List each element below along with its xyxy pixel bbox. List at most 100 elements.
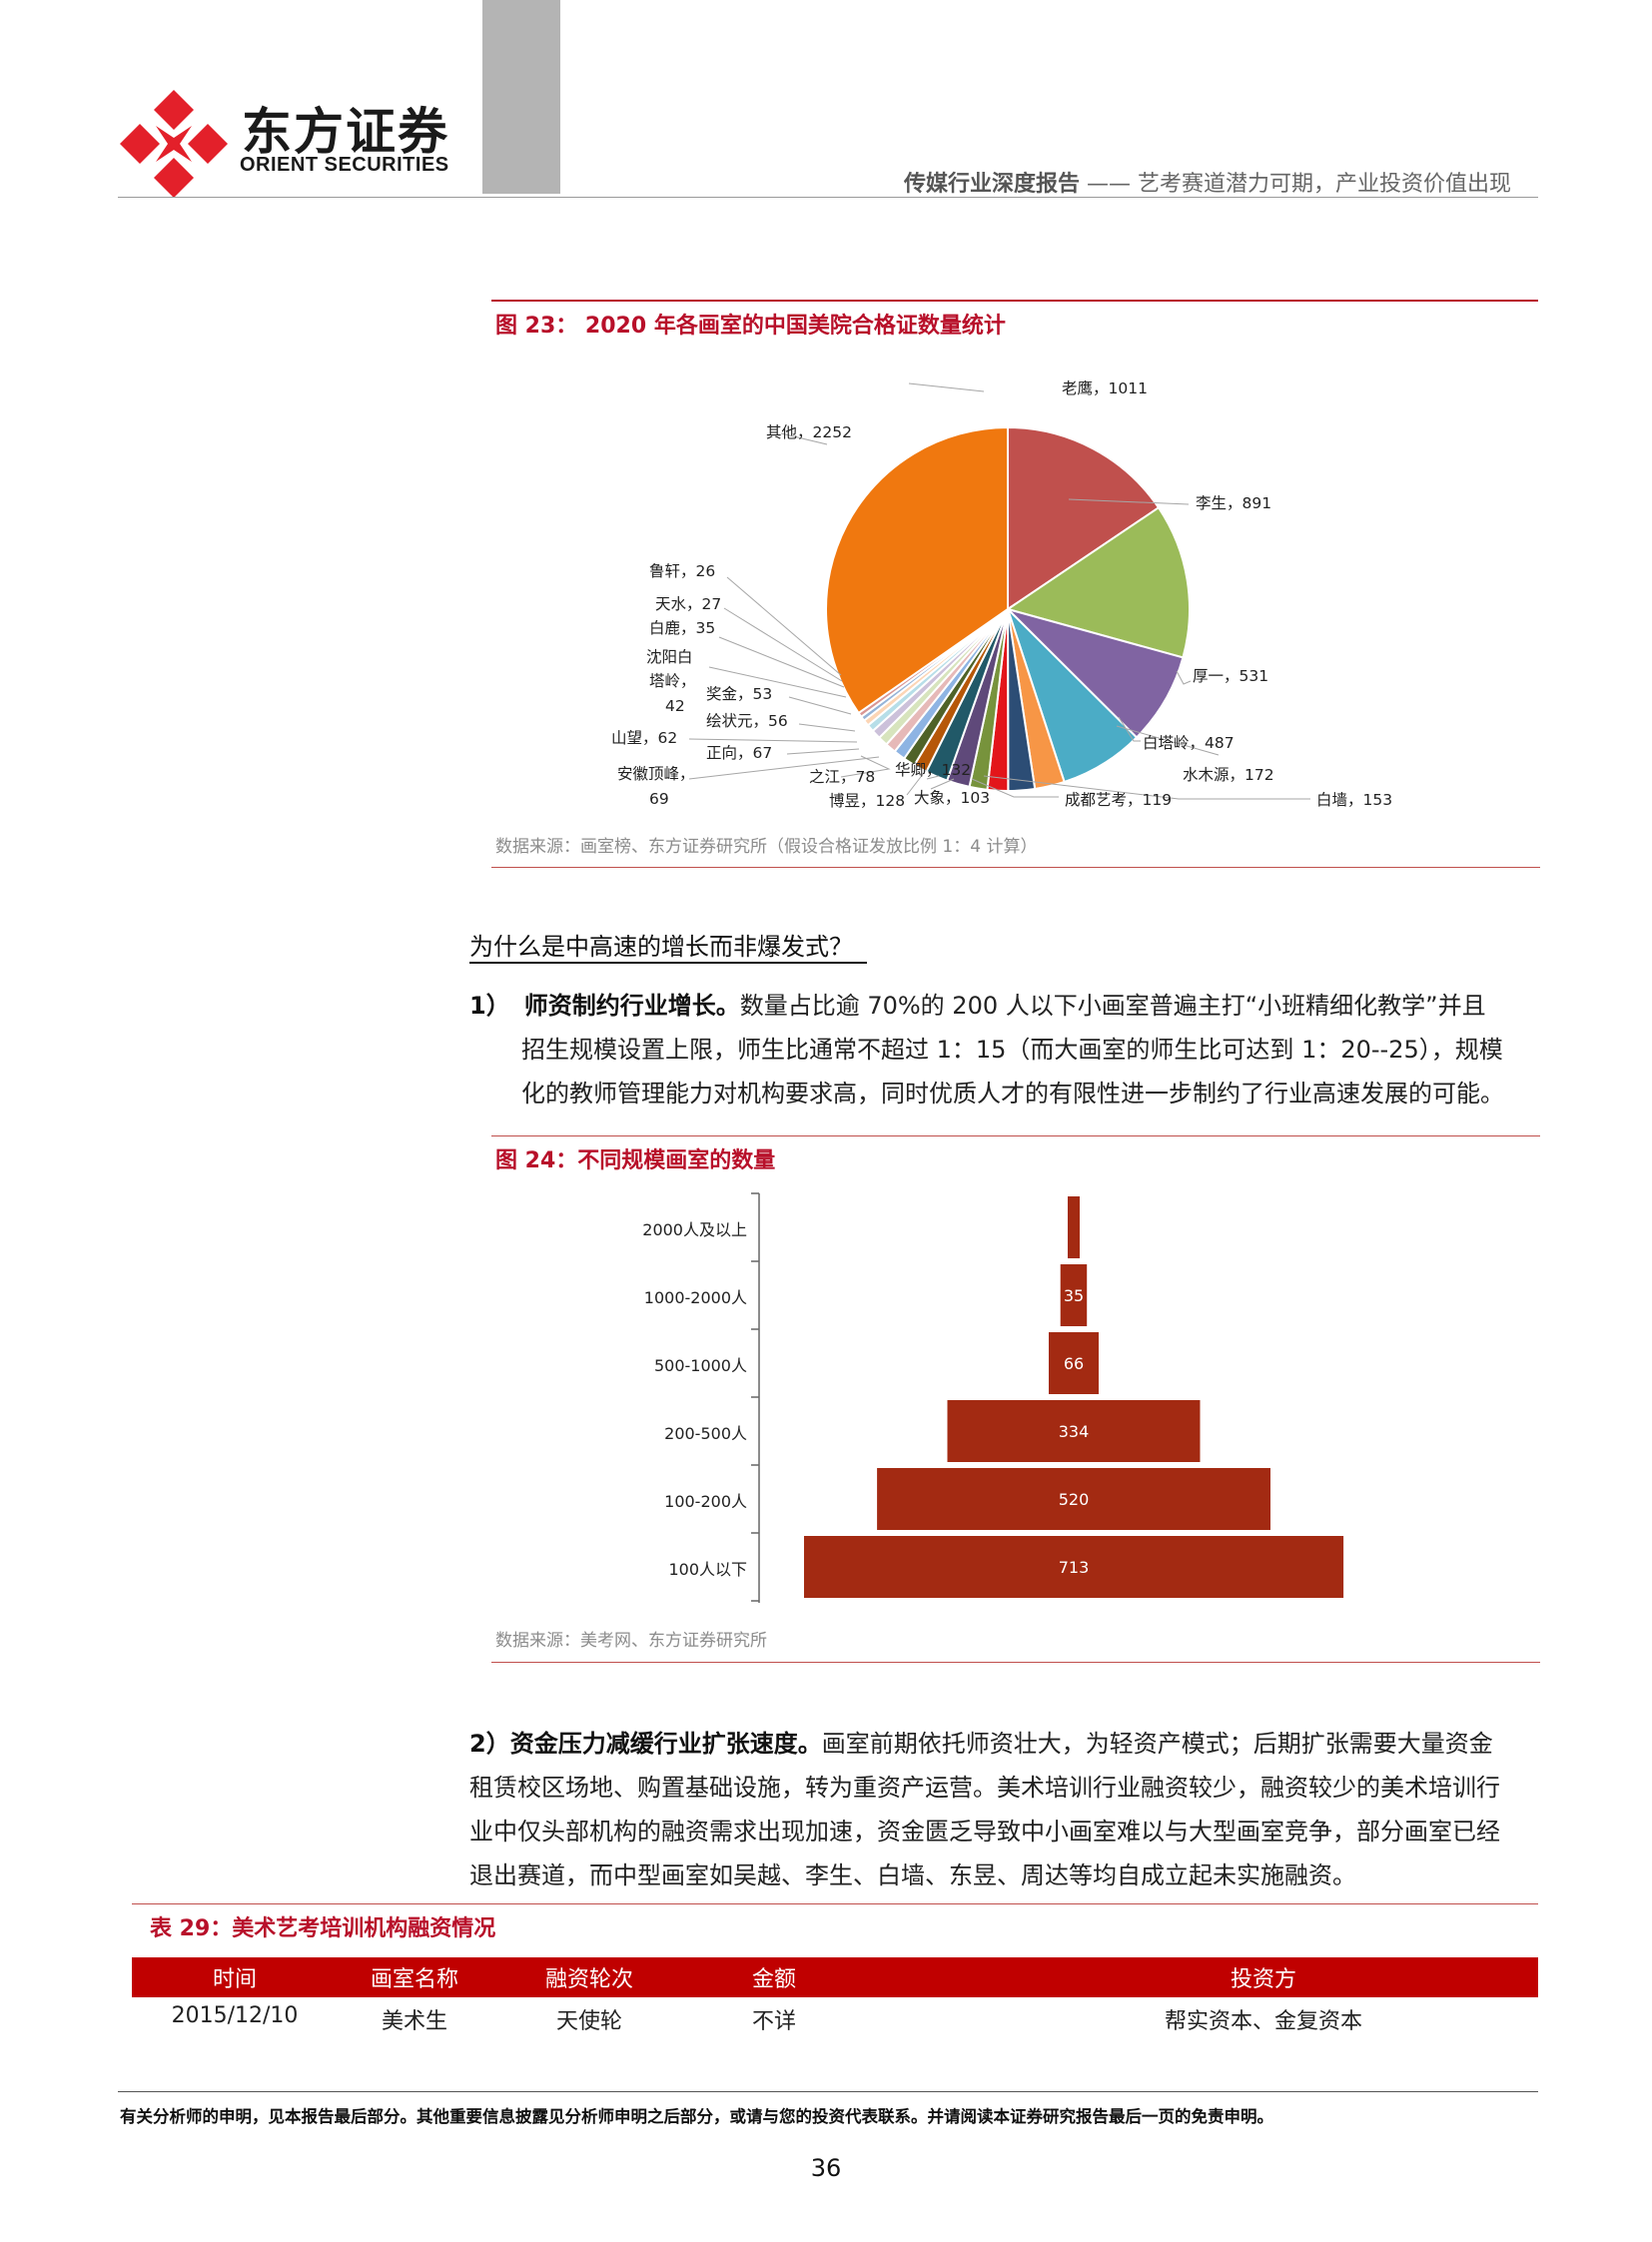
- pie-label-zhengxiang: 正向，67: [706, 744, 773, 762]
- leader-line-qita: [780, 432, 828, 445]
- pie-label-chengdu: 成都艺考，119: [1065, 791, 1173, 809]
- point1-lead: 师资制约行业增长。: [523, 992, 740, 1020]
- funnel-value-label-4: 520: [1059, 1490, 1090, 1509]
- footer-disclaimer: 有关分析师的申明，见本报告最后部分。其他重要信息披露见分析师申明之后部分，或请与…: [120, 2107, 1273, 2126]
- funnel-value-label-3: 334: [1059, 1422, 1090, 1441]
- pie-label-anhui-line2: 69: [649, 790, 669, 808]
- figure24-bottom-rule: [491, 1662, 1540, 1663]
- pie-slice-1: [1005, 505, 1191, 659]
- table29-top-rule: [132, 1903, 1538, 1904]
- figure23-top-rule: [491, 300, 1538, 302]
- point1-text-line1: 数量占比逾 70%的 200 人以下小画室普遍主打“小班精细化教学”并且: [739, 992, 1486, 1020]
- funnel-bar-1: [1060, 1264, 1088, 1326]
- table29-row1-time: 2015/12/10: [171, 2003, 299, 2028]
- funnel-bar-4: [877, 1468, 1270, 1530]
- report-type: 传媒行业深度报告: [904, 172, 1081, 197]
- figure24-top-rule: [491, 1135, 1540, 1136]
- leader-line-anhui: [688, 756, 880, 780]
- pie-label-bailu: 白鹿，35: [649, 619, 716, 637]
- question-heading: 为什么是中高速的增长而非爆发式？: [469, 933, 853, 961]
- leader-line-lisheng: [1068, 498, 1190, 505]
- leader-line-zhengxiang: [786, 748, 860, 755]
- table29-title: 表 29：美术艺考培训机构融资情况: [150, 1916, 496, 1941]
- table29-col-round: 融资轮次: [544, 1967, 633, 1992]
- leader-line-bailu: [718, 636, 845, 688]
- table29-col-time: 时间: [212, 1967, 257, 1992]
- funnel-value-label-2: 66: [1064, 1354, 1084, 1373]
- logo-english-name: ORIENT SECURITIES: [240, 154, 449, 176]
- pie-label-laoying: 老鹰，1011: [1062, 379, 1148, 397]
- funnel-category-label-3: 200-500人: [664, 1424, 747, 1443]
- figure24-title: 图 24：不同规模画室的数量: [495, 1148, 776, 1173]
- point2-lead: 2）资金压力减缓行业扩张速度。: [469, 1730, 822, 1758]
- pie-label-baitaling: 白塔岭，487: [1143, 734, 1235, 752]
- header-divider: [118, 197, 1538, 198]
- pie-label-shenyang-line2: 塔岭，: [649, 672, 696, 690]
- footer-divider: [118, 2091, 1538, 2092]
- leader-line-zhijiang: [840, 755, 891, 778]
- report-subtitle: 艺考赛道潜力可期，产业投资价值出现: [1138, 172, 1512, 197]
- figure24-source: 数据来源：美考网、东方证券研究所: [495, 1631, 767, 1651]
- figure23-title: 图 23： 2020 年各画室的中国美院合格证数量统计: [495, 314, 1006, 339]
- funnel-bar-2: [1049, 1332, 1099, 1394]
- leader-line-shenyang: [708, 666, 847, 698]
- table29-row1-studio: 美术生: [381, 2009, 447, 2034]
- question-underline: [469, 962, 867, 964]
- pie-label-shuimuyuan: 水木源，172: [1183, 766, 1274, 784]
- pie-slice-20: [825, 425, 1009, 715]
- leader-line-laoying: [908, 382, 985, 392]
- pie-slice-0: [1007, 425, 1161, 611]
- funnel-bar-5: [804, 1536, 1344, 1598]
- pie-label-anhui-line1: 安徽顶峰，: [617, 765, 695, 783]
- header-gray-band: [482, 0, 560, 194]
- pie-label-shenyang-line1: 沈阳白: [646, 648, 693, 666]
- pie-slice-2: [1004, 607, 1185, 739]
- point2-text-line1: 画室前期依托师资壮大，为轻资产模式；后期扩张需要大量资金: [821, 1730, 1493, 1758]
- leader-line-baitaling: [1118, 716, 1141, 742]
- point1-line2: 招生规模设置上限，师生比通常不超过 1：15（而大画室的师生比可达到 1：20-…: [521, 1036, 1503, 1064]
- point2-line1: 2）资金压力减缓行业扩张速度。画室前期依托师资壮大，为轻资产模式；后期扩张需要大…: [469, 1722, 1493, 1766]
- table29-row1-round: 天使轮: [555, 2009, 622, 2034]
- pie-label-houyi: 厚一，531: [1193, 667, 1269, 685]
- leader-line-jiangjin: [788, 696, 852, 715]
- figure23-pie-chart: [688, 382, 1310, 800]
- orient-securities-logo-icon: [120, 90, 228, 198]
- leader-line-daxiang: [930, 778, 955, 790]
- report-title: 传媒行业深度报告 —— 艺考赛道潜力可期，产业投资价值出现: [904, 166, 1511, 198]
- table29-row1-investor: 帮实资本、金复资本: [1164, 2009, 1362, 2034]
- leader-line-houyi: [1176, 670, 1192, 685]
- pie-label-daxiang: 大象，103: [914, 789, 991, 807]
- leader-line-luxuan: [726, 576, 842, 676]
- pie-label-lisheng: 李生，891: [1196, 494, 1272, 512]
- funnel-category-label-5: 100人以下: [668, 1560, 747, 1579]
- page-number: 36: [810, 2154, 842, 2182]
- leader-line-huaqing: [926, 775, 940, 780]
- leader-line-huizhuangyuan: [798, 723, 856, 732]
- figure23-bottom-rule: [491, 867, 1540, 868]
- point2-line2: 租赁校区场地、购置基础设施，转为重资产运营。美术培训行业融资较少，融资较少的美术…: [469, 1774, 1500, 1802]
- pie-label-luxuan: 鲁轩，26: [649, 562, 716, 580]
- leader-line-tianshui: [723, 607, 843, 682]
- funnel-value-label-5: 713: [1059, 1558, 1090, 1577]
- pie-label-huizhuangyuan: 绘状元，56: [706, 712, 788, 730]
- pie-label-huaqing: 华卿，132: [895, 761, 972, 779]
- logo-chinese-name: 东方证券: [242, 103, 449, 161]
- pie-label-qita: 其他，2252: [766, 423, 852, 441]
- pie-label-shanwang: 山望，62: [611, 729, 678, 747]
- table29-col-amount: 金额: [751, 1967, 796, 1992]
- funnel-category-label-2: 500-1000人: [653, 1356, 747, 1375]
- report-separator: ——: [1080, 172, 1139, 197]
- pie-label-tianshui: 天水，27: [655, 595, 722, 613]
- point1-number: 1）: [469, 992, 510, 1020]
- leader-line-shuimuyuan: [1116, 725, 1220, 756]
- point2-line3: 业中仅头部机构的融资需求出现加速，资金匮乏导致中小画室难以与大型画室竞争，部分画…: [469, 1818, 1500, 1846]
- leader-line-chengdu: [971, 778, 1059, 798]
- pie-label-shenyang-line3: 42: [665, 697, 685, 715]
- funnel-value-label-1: 35: [1064, 1286, 1084, 1305]
- pie-label-jiangjin: 奖金，53: [706, 685, 773, 703]
- leader-line-baiqiang: [983, 775, 1310, 800]
- point2-line4: 退出赛道，而中型画室如吴越、李生、白墙、东昱、周达等均自成立起未实施融资。: [469, 1862, 1356, 1889]
- funnel-category-label-1: 1000-2000人: [643, 1288, 747, 1307]
- table29-col-studio: 画室名称: [370, 1967, 458, 1992]
- point1-line1: 1） 师资制约行业增长。数量占比逾 70%的 200 人以下小画室普遍主打“小班精…: [469, 984, 1486, 1028]
